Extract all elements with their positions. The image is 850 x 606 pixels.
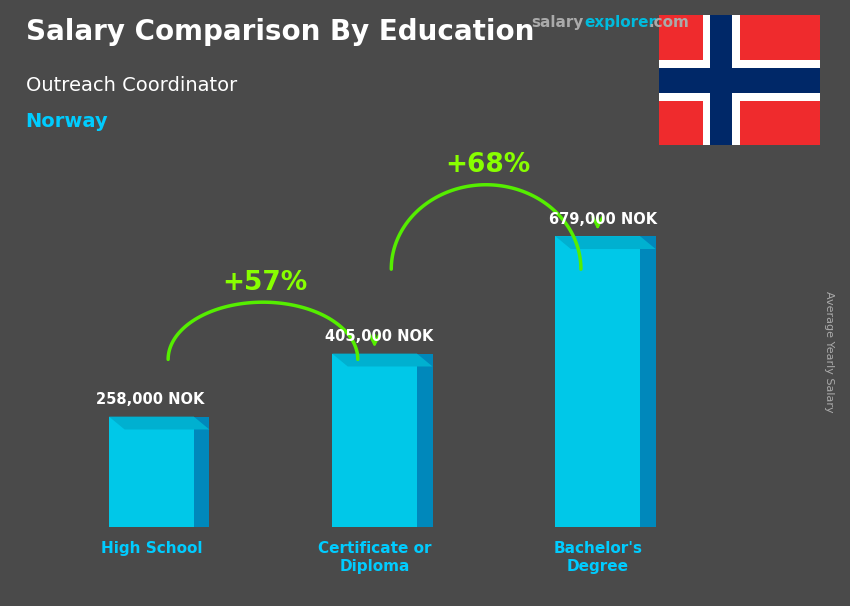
Text: .com: .com — [649, 15, 689, 30]
Text: 258,000 NOK: 258,000 NOK — [95, 392, 204, 407]
Bar — [332, 354, 416, 527]
Bar — [109, 417, 194, 527]
Text: Outreach Coordinator: Outreach Coordinator — [26, 76, 237, 95]
Bar — [555, 236, 640, 527]
Polygon shape — [416, 354, 433, 527]
Polygon shape — [640, 236, 655, 527]
Polygon shape — [109, 417, 209, 430]
Polygon shape — [194, 417, 209, 527]
Bar — [703, 15, 740, 145]
Text: +68%: +68% — [445, 152, 530, 178]
Bar — [659, 68, 820, 93]
Polygon shape — [332, 354, 433, 367]
Bar — [659, 60, 820, 101]
Text: Norway: Norway — [26, 112, 108, 131]
Polygon shape — [555, 236, 655, 249]
Text: Average Yearly Salary: Average Yearly Salary — [824, 291, 834, 412]
Text: Salary Comparison By Education: Salary Comparison By Education — [26, 18, 534, 46]
Text: salary: salary — [531, 15, 584, 30]
Text: +57%: +57% — [222, 270, 307, 296]
Bar — [710, 15, 732, 145]
Text: 405,000 NOK: 405,000 NOK — [326, 329, 434, 344]
Text: explorer: explorer — [585, 15, 657, 30]
Text: 679,000 NOK: 679,000 NOK — [548, 211, 657, 227]
